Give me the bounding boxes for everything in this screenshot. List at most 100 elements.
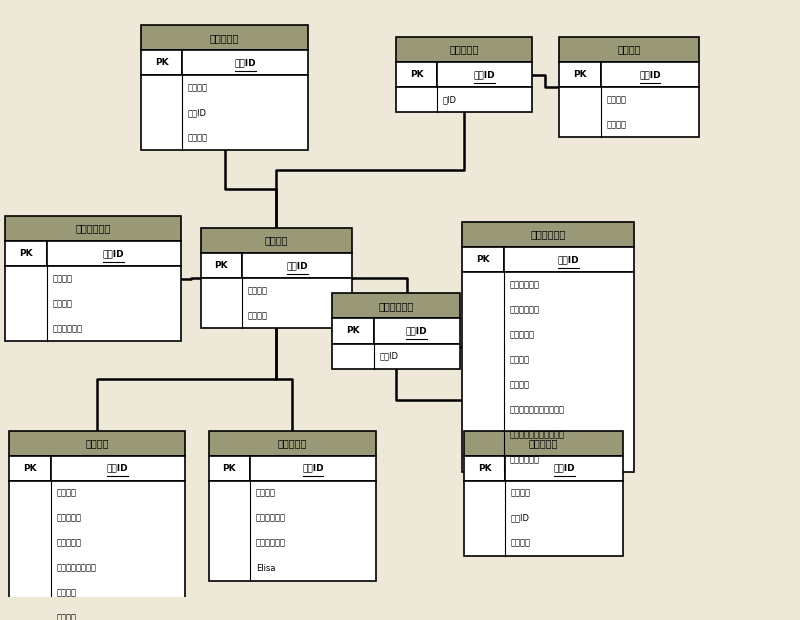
Text: 病毒名称: 病毒名称 [248,286,268,295]
Text: 细胞介导的免疫病理作用: 细胞介导的免疫病理作用 [510,430,564,439]
Text: 病毒ID: 病毒ID [511,513,530,523]
FancyBboxPatch shape [462,222,634,247]
Text: 稳定状态感染: 稳定状态感染 [510,305,539,314]
Text: 潜伏感染: 潜伏感染 [53,299,73,308]
FancyBboxPatch shape [462,272,634,472]
Text: PK: PK [574,70,587,79]
Text: 抗体介导的免疫病理作用: 抗体介导的免疫病理作用 [510,405,564,414]
Text: 基因ID: 基因ID [234,58,256,68]
Text: 病ID: 病ID [443,95,457,104]
Text: PK: PK [214,261,228,270]
FancyBboxPatch shape [601,62,699,87]
FancyBboxPatch shape [559,37,699,62]
Text: 药物ID: 药物ID [554,464,575,472]
Text: PK: PK [222,464,236,472]
Text: 病毒ID: 病毒ID [558,255,579,264]
Text: 慢性感染: 慢性感染 [53,274,73,283]
FancyBboxPatch shape [504,247,634,272]
Text: 基因名称: 基因名称 [188,83,208,92]
Text: 病毒名称: 病毒名称 [188,133,208,143]
FancyBboxPatch shape [464,480,623,556]
Text: 慢发病毒感染: 慢发病毒感染 [53,324,82,333]
Text: 病毒分类: 病毒分类 [265,236,288,246]
Text: 泌尿生殖系统传播: 泌尿生殖系统传播 [56,564,96,573]
FancyBboxPatch shape [10,430,185,456]
FancyBboxPatch shape [182,50,308,75]
FancyBboxPatch shape [396,37,531,62]
FancyBboxPatch shape [47,241,181,266]
Text: 传播方式: 传播方式 [86,438,109,448]
Text: 药物机理: 药物机理 [511,539,531,547]
Text: 消化道传播: 消化道传播 [56,539,82,547]
Text: 疾病ID: 疾病ID [639,70,661,79]
FancyBboxPatch shape [10,456,51,480]
Text: 病毒治疗药物: 病毒治疗药物 [378,301,414,311]
FancyBboxPatch shape [506,456,623,480]
Text: 血液传播: 血液传播 [56,614,76,620]
Text: 血凝抑制试验: 血凝抑制试验 [256,539,286,547]
Text: 细胞凋亡: 细胞凋亡 [510,355,530,364]
Text: 血清学检验: 血清学检验 [278,438,307,448]
Text: 病毒性疾病: 病毒性疾病 [449,45,478,55]
FancyBboxPatch shape [464,430,623,456]
FancyBboxPatch shape [464,456,506,480]
Text: 疾病ID: 疾病ID [406,327,427,335]
FancyBboxPatch shape [250,456,376,480]
FancyBboxPatch shape [141,25,308,50]
Text: 病毒感染方式: 病毒感染方式 [75,223,110,234]
Text: 疾病ID: 疾病ID [474,70,495,79]
Text: 抗病毒药物: 抗病毒药物 [529,438,558,448]
FancyBboxPatch shape [396,87,531,112]
Text: 中和试验: 中和试验 [256,489,276,498]
FancyBboxPatch shape [209,430,376,456]
Text: 临床症状: 临床症状 [606,120,626,129]
Text: PK: PK [476,255,490,264]
Text: 病毒分类: 病毒分类 [248,311,268,320]
Text: 病毒ID: 病毒ID [103,249,125,258]
Text: 病毒ID: 病毒ID [302,464,324,472]
FancyBboxPatch shape [201,278,352,328]
Text: 母婴传播: 母婴传播 [56,589,76,598]
FancyBboxPatch shape [559,62,601,87]
FancyBboxPatch shape [6,216,181,241]
FancyBboxPatch shape [462,247,504,272]
Text: 呼吸道传播: 呼吸道传播 [56,513,82,523]
FancyBboxPatch shape [374,319,460,343]
Text: 溶细胞性感染: 溶细胞性感染 [510,280,539,289]
FancyBboxPatch shape [201,228,352,253]
Text: 疾病信息: 疾病信息 [618,45,641,55]
FancyBboxPatch shape [141,50,182,75]
FancyBboxPatch shape [141,75,308,151]
Text: 包涵体形成: 包涵体形成 [510,330,534,339]
FancyBboxPatch shape [201,253,242,278]
Text: PK: PK [155,58,169,68]
Text: 疾病名称: 疾病名称 [606,95,626,104]
Text: 病毒基因库: 病毒基因库 [210,33,239,43]
Text: 病毒ID: 病毒ID [107,464,129,472]
FancyBboxPatch shape [209,456,250,480]
Text: PK: PK [410,70,423,79]
Text: 药物ID: 药物ID [379,352,398,360]
Text: PK: PK [19,249,33,258]
FancyBboxPatch shape [396,62,438,87]
FancyBboxPatch shape [242,253,352,278]
Text: PK: PK [346,327,360,335]
FancyBboxPatch shape [6,266,181,341]
Text: 药物名称: 药物名称 [511,489,531,498]
FancyBboxPatch shape [332,293,460,319]
Text: Elisa: Elisa [256,564,275,573]
FancyBboxPatch shape [10,480,185,620]
FancyBboxPatch shape [332,319,374,343]
Text: PK: PK [23,464,37,472]
Text: 病毒ID: 病毒ID [188,108,207,117]
FancyBboxPatch shape [438,62,531,87]
FancyBboxPatch shape [6,241,47,266]
FancyBboxPatch shape [51,456,185,480]
Text: 病毒致病机制: 病毒致病机制 [530,229,566,239]
Text: 补体结合试验: 补体结合试验 [256,513,286,523]
Text: PK: PK [478,464,491,472]
FancyBboxPatch shape [209,480,376,581]
Text: 皮肤传播: 皮肤传播 [56,489,76,498]
FancyBboxPatch shape [559,87,699,137]
Text: 免疫抑制作用: 免疫抑制作用 [510,455,539,464]
